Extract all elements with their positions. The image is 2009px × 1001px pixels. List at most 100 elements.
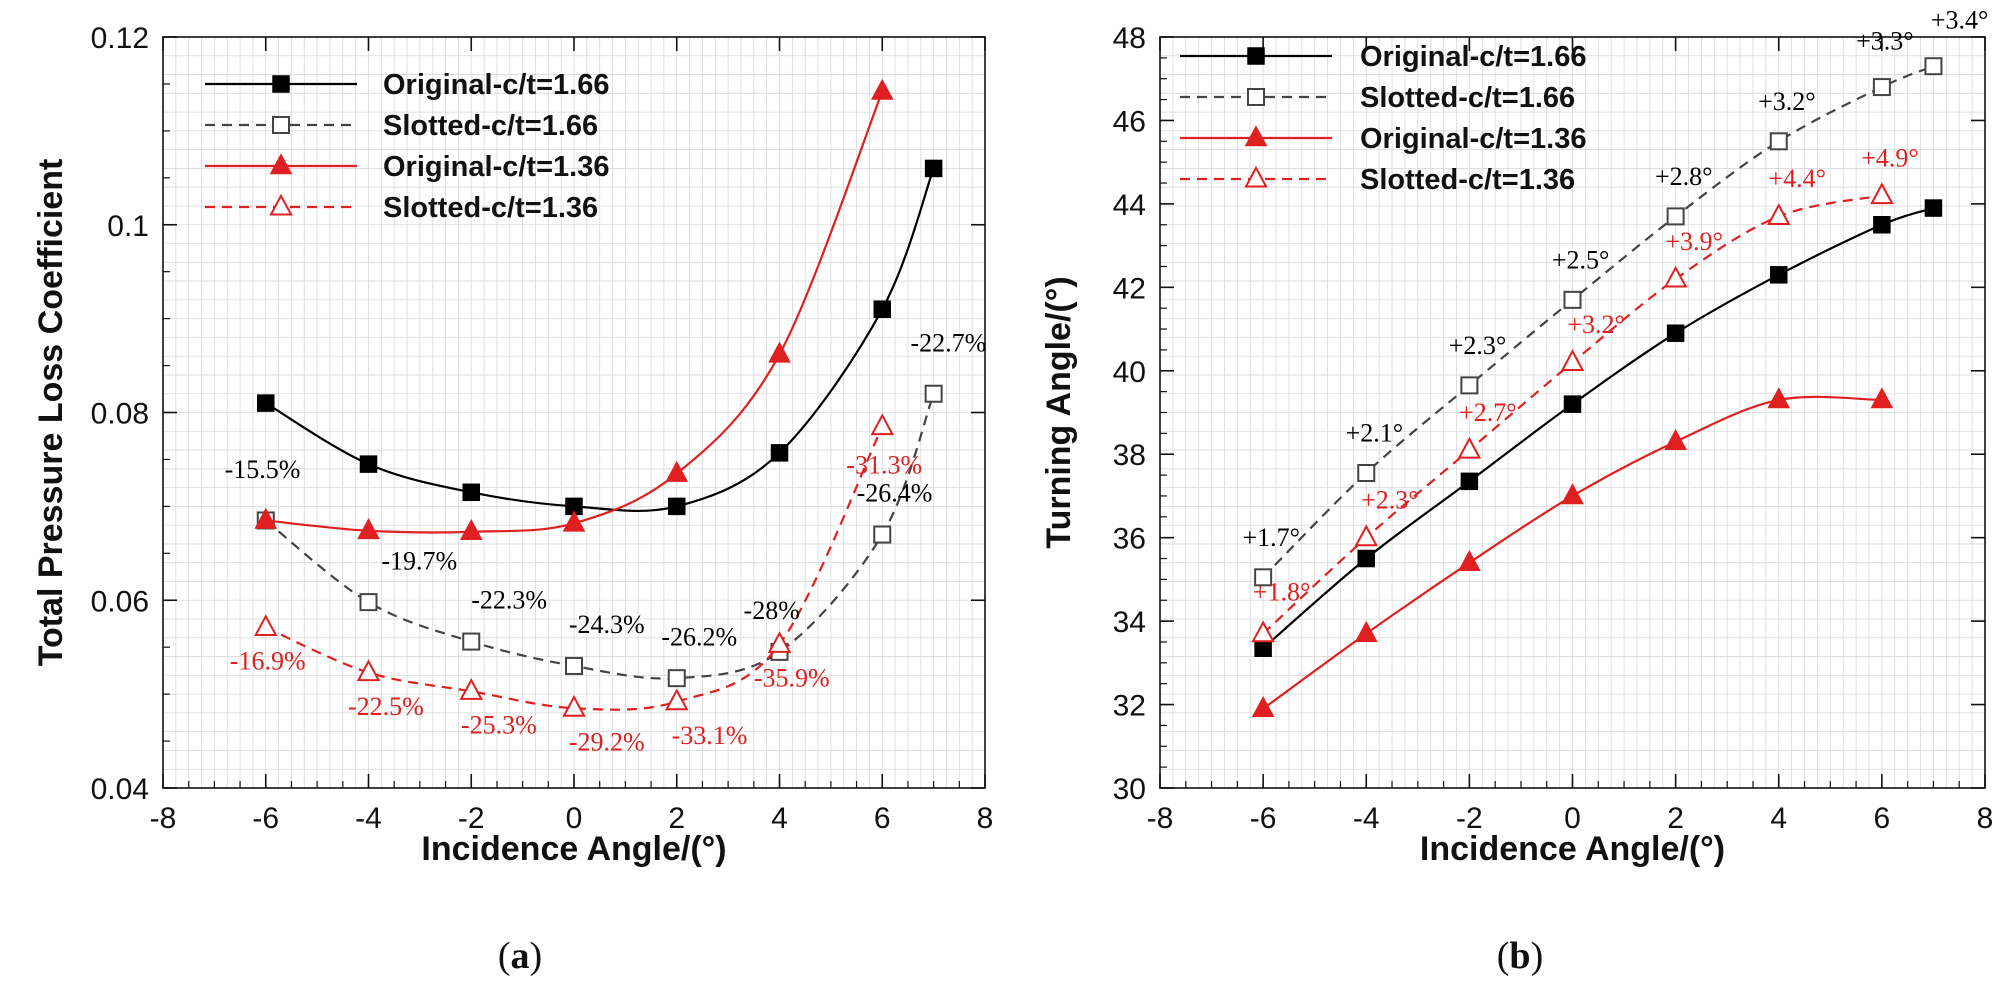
data-label: -26.4%	[857, 479, 933, 508]
data-point-marker	[356, 659, 381, 682]
legend-label: Original-c/t=1.66	[1360, 41, 1586, 73]
data-label: +2.8°	[1655, 162, 1713, 191]
data-label: +2.5°	[1552, 246, 1610, 275]
data-point-marker	[459, 518, 483, 541]
data-label: +4.9°	[1861, 143, 1919, 172]
data-point-marker	[667, 669, 686, 688]
data-point-marker	[668, 497, 686, 516]
x-tick-label: 0	[566, 802, 583, 835]
data-label: -19.7%	[381, 546, 457, 575]
x-tick-label: -6	[252, 802, 279, 835]
series-a-3	[253, 413, 895, 717]
data-point-marker	[770, 444, 789, 462]
data-point-marker	[257, 394, 275, 412]
data-point-marker	[1354, 620, 1378, 642]
data-point-marker	[873, 525, 892, 544]
legend-marker	[272, 116, 290, 134]
data-label: -31.3%	[846, 451, 922, 480]
data-point-marker	[562, 694, 586, 717]
data-label: -26.2%	[661, 622, 737, 651]
series-line	[1262, 65, 1934, 579]
y-tick-label: 48	[1113, 22, 1146, 55]
data-point-marker	[1357, 463, 1376, 482]
legend-marker	[1247, 47, 1265, 65]
data-point-marker	[1872, 78, 1891, 97]
y-tick-label: 42	[1113, 272, 1146, 305]
series-line	[265, 426, 884, 711]
data-point-marker	[359, 455, 378, 473]
data-point-marker	[1766, 203, 1791, 225]
x-tick-label: -8	[150, 802, 177, 835]
chart-a: -8 -6 -4 -2 0 2 4 6 8 0.04 0.06 0.08 0.1 0.12 Incidenc…	[32, 22, 993, 868]
data-point-marker	[1870, 182, 1894, 205]
data-label: -28%	[744, 596, 800, 625]
y-tick-label: 32	[1113, 690, 1146, 723]
legend-b: Original-c/t=1.66 Slotted-c/t=1.66 Origina…	[1180, 41, 1586, 196]
data-point-marker	[1560, 349, 1585, 371]
data-label: +2.1°	[1346, 419, 1404, 448]
data-point-marker	[1770, 266, 1788, 284]
x-tick-label: -4	[355, 802, 382, 835]
data-label: -15.5%	[225, 455, 301, 484]
data-point-marker	[1769, 132, 1788, 151]
data-point-marker	[664, 688, 689, 711]
legend-label: Original-c/t=1.36	[383, 151, 609, 183]
data-point-marker	[1251, 695, 1275, 718]
legend-marker	[1244, 165, 1268, 188]
x-tick-label: -2	[1456, 802, 1483, 835]
data-label: +1.7°	[1243, 523, 1301, 552]
data-label: -35.9%	[754, 664, 830, 693]
data-label: +3.4°	[1931, 6, 1989, 35]
x-tick-label: 4	[771, 802, 788, 835]
data-point-marker	[357, 518, 380, 540]
y-tick-label: 0.04	[91, 773, 149, 806]
x-tick-label: -8	[1147, 802, 1174, 835]
data-label: +2.7°	[1459, 398, 1517, 427]
data-point-marker	[254, 507, 278, 529]
data-label: +3.2°	[1567, 310, 1625, 339]
data-point-marker	[462, 632, 481, 651]
legend-label: Slotted-c/t=1.66	[1360, 82, 1575, 114]
y-tick-label: 38	[1113, 439, 1146, 472]
data-point-marker	[870, 413, 895, 436]
y-tick-label: 0.1	[107, 210, 149, 243]
data-label: +2.3°	[1449, 331, 1507, 360]
legend-marker	[269, 153, 293, 175]
data-point-marker	[873, 300, 891, 318]
caption-a: (a)	[498, 935, 542, 977]
y-tick-label: 34	[1113, 606, 1146, 639]
x-tick-label: 2	[668, 802, 685, 835]
series-b-3	[1251, 182, 1894, 643]
data-point-marker	[1458, 549, 1481, 572]
data-label: -24.3%	[569, 610, 645, 639]
y-tick-label: 0.12	[91, 22, 149, 55]
data-label: +3.2°	[1758, 87, 1816, 116]
legend-label: Slotted-c/t=1.36	[1360, 164, 1575, 196]
data-point-marker	[1664, 428, 1687, 451]
data-point-marker	[1924, 199, 1943, 217]
y-tick-label: 40	[1113, 356, 1146, 389]
data-point-marker	[1563, 290, 1582, 309]
data-point-marker	[1663, 265, 1688, 288]
data-point-marker	[1457, 436, 1482, 459]
data-point-marker	[1870, 387, 1894, 409]
grid-a	[163, 37, 985, 788]
x-tick-label: 4	[1770, 802, 1787, 835]
data-point-marker	[562, 510, 586, 532]
data-point-marker	[665, 460, 689, 482]
data-point-marker	[1563, 395, 1582, 413]
x-tick-label: -4	[1353, 802, 1380, 835]
data-point-marker	[565, 656, 583, 675]
data-point-marker	[767, 631, 792, 653]
legend-marker	[272, 75, 290, 93]
series-b-2	[1251, 387, 1894, 718]
x-tick-label: 0	[1564, 802, 1581, 835]
legend-label: Slotted-c/t=1.66	[383, 110, 598, 142]
data-point-marker	[1767, 387, 1791, 409]
legend-label: Original-c/t=1.36	[1360, 123, 1586, 155]
data-point-marker	[1924, 57, 1943, 76]
data-label: -22.3%	[471, 586, 547, 615]
data-point-marker	[924, 159, 943, 178]
data-point-marker	[1254, 568, 1273, 587]
